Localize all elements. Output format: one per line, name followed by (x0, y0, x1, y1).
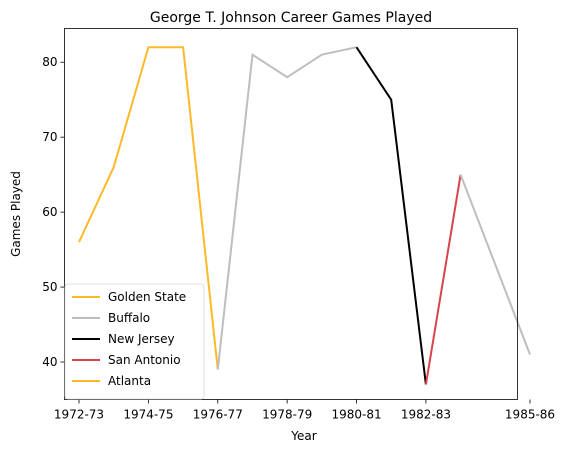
x-tick-label: 1976-77 (193, 408, 243, 422)
series-line-san-antonio (424, 174, 462, 385)
x-tick-label: 1972-73 (54, 408, 104, 422)
series-line-golden-state (78, 46, 219, 370)
legend-label: New Jersey (108, 332, 175, 346)
series-line-segment-5 (459, 174, 531, 355)
series-line-new-jersey (355, 46, 427, 385)
legend-label: Golden State (108, 290, 186, 304)
chart-title: George T. Johnson Career Games Played (150, 10, 432, 26)
series-line-buffalo (216, 46, 357, 370)
y-axis-label: Games Played (9, 171, 23, 257)
x-axis: 1972-73 1974-75 1976-77 1978-79 1980-81 1982-… (54, 399, 555, 422)
legend-label: San Antonio (108, 353, 181, 367)
y-axis: 40 50 60 70 80 (42, 55, 65, 369)
y-tick-label: 40 (42, 355, 57, 369)
y-tick-label: 50 (42, 280, 57, 294)
y-tick-label: 70 (42, 130, 57, 144)
legend-label: Atlanta (108, 374, 151, 388)
series-layer (78, 46, 531, 385)
x-tick-label: 1982-83 (401, 408, 451, 422)
x-tick-label: 1980-81 (331, 408, 381, 422)
x-tick-label: 1985-86 (505, 408, 555, 422)
x-axis-label: Year (290, 429, 316, 443)
legend: Golden State Buffalo New Jersey San Antonio… (64, 283, 205, 400)
x-tick-label: 1974-75 (123, 408, 173, 422)
legend-label: Buffalo (108, 311, 150, 325)
x-tick-label: 1978-79 (262, 408, 312, 422)
y-tick-label: 80 (42, 55, 57, 69)
y-tick-label: 60 (42, 205, 57, 219)
plot-frame (64, 28, 518, 400)
legend-box (64, 283, 205, 400)
